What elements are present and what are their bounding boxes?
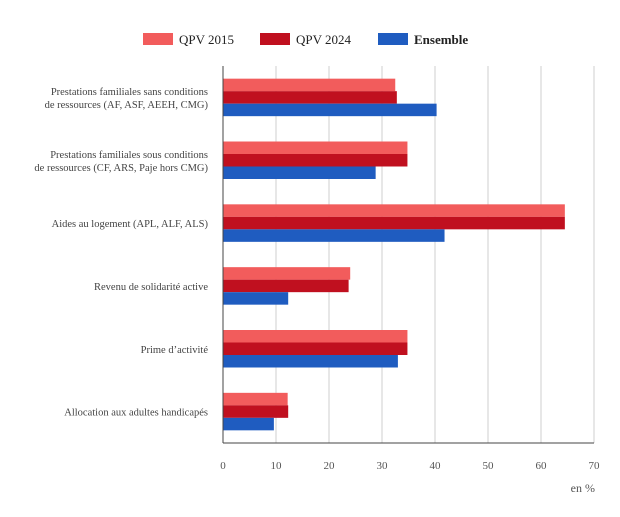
bar-ensemble <box>223 292 289 305</box>
bar-ensemble <box>223 166 376 179</box>
bar-qpv-2015 <box>223 78 396 92</box>
x-tick-label: 70 <box>589 460 601 472</box>
bar-qpv-2015 <box>223 330 408 343</box>
bar-ensemble <box>223 355 398 368</box>
x-tick-label: 50 <box>483 460 495 472</box>
bar-qpv-2024 <box>223 405 289 418</box>
bar-qpv-2024 <box>223 154 408 167</box>
bar-qpv-2015 <box>223 141 408 154</box>
legend-swatch <box>143 33 173 45</box>
bars <box>223 78 565 431</box>
x-tick-label: 20 <box>324 460 336 472</box>
category-label: Allocation aux adultes handicapés <box>64 408 208 419</box>
legend-label: QPV 2015 <box>179 32 234 47</box>
x-tick-label: 0 <box>220 460 226 472</box>
gridlines <box>275 66 595 443</box>
bar-ensemble <box>223 229 445 242</box>
bar-ensemble <box>223 103 437 117</box>
x-axis-ticks: 0 10 20 30 40 50 60 70 <box>220 460 600 472</box>
x-axis-unit: en % <box>571 481 595 495</box>
x-tick-label: 60 <box>536 460 548 472</box>
legend-swatch <box>378 33 408 45</box>
legend: QPV 2015 QPV 2024 Ensemble <box>143 32 468 47</box>
legend-label: QPV 2024 <box>296 32 352 47</box>
bar-qpv-2015 <box>223 204 565 217</box>
bar-ensemble <box>223 417 274 431</box>
bar-qpv-2015 <box>223 392 288 406</box>
axes <box>222 66 594 444</box>
x-tick-label: 10 <box>271 460 283 472</box>
legend-swatch <box>260 33 290 45</box>
legend-label: Ensemble <box>414 32 468 47</box>
bar-qpv-2024 <box>223 342 408 355</box>
bar-qpv-2015 <box>223 267 351 280</box>
category-label: Aides au logement (APL, ALF, ALS) <box>52 219 209 230</box>
category-label: Revenu de solidarité active <box>94 282 208 293</box>
category-label: Prestations familiales sous conditions <box>50 150 208 161</box>
x-tick-label: 40 <box>430 460 442 472</box>
category-label: Prestations familiales sans conditions <box>51 87 208 98</box>
bar-qpv-2024 <box>223 91 397 104</box>
x-tick-label: 30 <box>377 460 389 472</box>
bar-qpv-2024 <box>223 279 349 293</box>
category-label: de ressources (CF, ARS, Paje hors CMG) <box>34 163 208 174</box>
category-label: Prime d’activité <box>141 345 209 356</box>
category-labels: Prestations familiales sans conditions de… <box>34 87 208 419</box>
bar-qpv-2024 <box>223 216 565 230</box>
category-label: de ressources (AF, ASF, AEEH, CMG) <box>45 100 209 111</box>
